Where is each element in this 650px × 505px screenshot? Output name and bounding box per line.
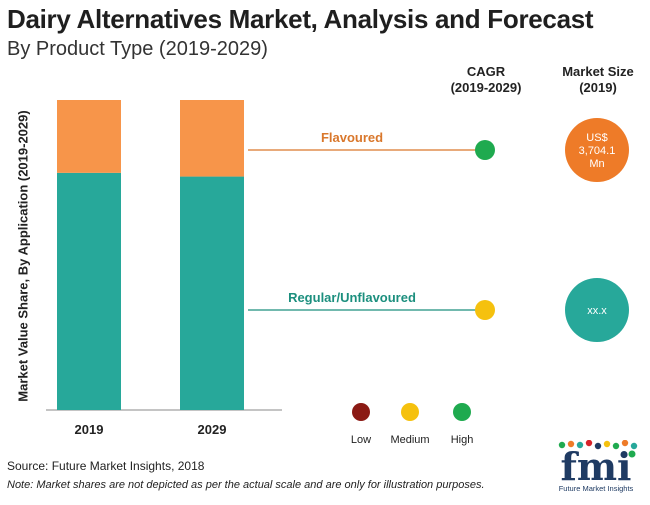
cagr-indicator-regular	[475, 300, 495, 320]
market-size-bubble-flavoured	[565, 118, 629, 182]
market-size-column-header: Market Size (2019)	[552, 64, 644, 96]
cagr-header-line1: CAGR	[466, 64, 506, 79]
market-size-value-regular: xx.x	[587, 305, 607, 317]
market-size-header-line2: (2019)	[579, 80, 617, 95]
bar-2029-flavoured	[180, 100, 244, 177]
cagr-legend-medium-label: Medium	[390, 434, 429, 446]
segment-label-regular: Regular/Unflavoured	[288, 290, 416, 305]
cagr-legend-frame	[350, 395, 470, 396]
cagr-legend-low-label: Low	[351, 434, 371, 446]
x-tick-label: 2019	[75, 422, 104, 437]
cagr-indicator-flavoured	[475, 140, 495, 160]
cagr-legend-low-dot	[352, 403, 370, 421]
market-size-header-line1: Market Size	[562, 64, 634, 79]
logo-dots	[558, 440, 638, 458]
source-note: Source: Future Market Insights, 2018	[7, 459, 205, 473]
cagr-header-line2: (2019-2029)	[450, 80, 522, 95]
cagr-legend-high-dot	[453, 403, 471, 421]
page-subtitle: By Product Type (2019-2029)	[7, 38, 268, 60]
cagr-legend-medium-dot	[401, 403, 419, 421]
logo-wordmark: fmi	[561, 444, 632, 489]
segment-label-flavoured: Flavoured	[321, 130, 383, 145]
fmi-logo: fmi	[558, 440, 638, 489]
cagr-legend-high-label: High	[451, 434, 474, 446]
cagr-column-header: CAGR (2019-2029)	[444, 64, 528, 96]
market-size-value-flavoured: US$	[586, 132, 607, 144]
bar-2019-flavoured	[57, 100, 121, 173]
disclaimer-note: Note: Market shares are not depicted as …	[7, 479, 485, 491]
bar-2029-regular	[180, 176, 244, 410]
bar-2019-regular	[57, 172, 121, 410]
market-size-bubble-regular	[565, 278, 629, 342]
x-tick-label: 2029	[198, 422, 227, 437]
market-size-value-flavoured: 3,704.1	[579, 145, 616, 157]
page-title: Dairy Alternatives Market, Analysis and …	[7, 4, 594, 34]
market-size-value-flavoured: Mn	[589, 158, 604, 170]
logo-tagline: Future Market Insights	[558, 484, 634, 493]
